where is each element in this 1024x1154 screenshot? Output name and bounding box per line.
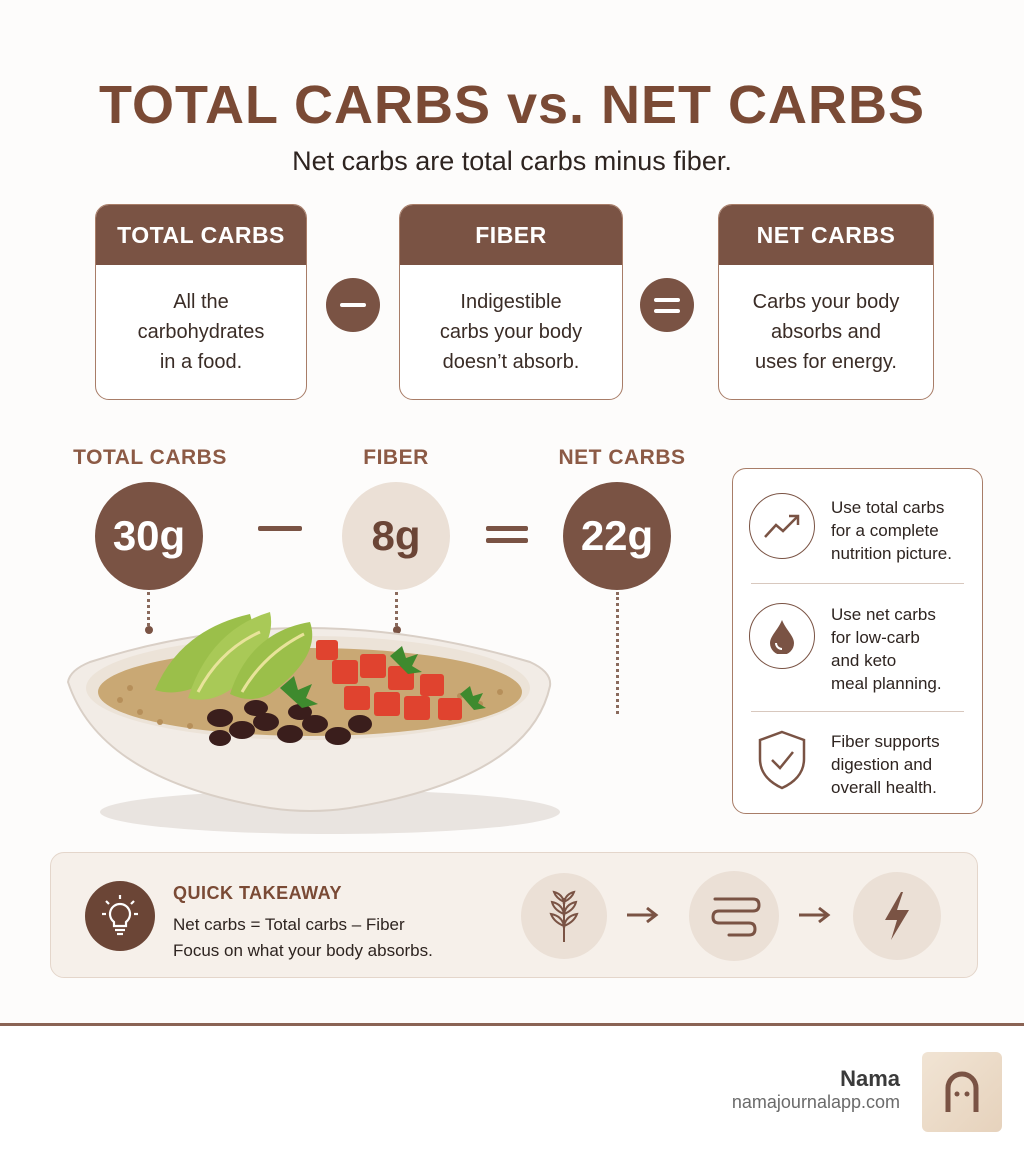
equals-icon — [640, 278, 694, 332]
fiber-card-title: FIBER — [400, 205, 622, 265]
shield-check-icon — [749, 727, 815, 793]
total-connector — [147, 592, 150, 626]
example-fiber-value: 8g — [342, 482, 450, 590]
example-minus-icon — [258, 526, 302, 531]
net-carbs-card-body: Carbs your body absorbs and uses for ene… — [752, 291, 900, 373]
quick-takeaway-panel: QUICK TAKEAWAY Net carbs = Total carbs –… — [50, 852, 978, 978]
fiber-connector-dot — [393, 626, 401, 634]
brand-url: namajournalapp.com — [731, 1092, 900, 1112]
arrow-right-icon — [799, 906, 831, 924]
wheat-icon — [521, 873, 607, 959]
bowl-illustration — [66, 612, 560, 834]
fiber-card: FIBER Indigestible carbs your body doesn… — [399, 204, 623, 400]
net-connector — [616, 592, 619, 714]
tip-net-carbs-text: Use net carbs for low-carb and keto meal… — [831, 605, 942, 693]
lightning-icon — [853, 872, 941, 960]
tip-divider — [751, 583, 964, 584]
page-subtitle: Net carbs are total carbs minus fiber. — [292, 146, 732, 176]
tip-divider — [751, 711, 964, 712]
example-equals-icon — [486, 526, 528, 543]
total-connector-dot — [145, 626, 153, 634]
footer: Nama namajournalapp.com — [0, 1026, 1024, 1154]
total-carbs-card-title: TOTAL CARBS — [96, 205, 306, 265]
example-net-label: NET CARBS — [558, 446, 686, 469]
net-carbs-card-title: NET CARBS — [719, 205, 933, 265]
takeaway-title: QUICK TAKEAWAY — [173, 883, 343, 903]
tip-fiber: Fiber supports digestion and overall hea… — [733, 727, 982, 797]
tip-net-carbs: Use net carbs for low-carb and keto meal… — [733, 603, 982, 693]
takeaway-tip: Focus on what your body absorbs. — [173, 941, 433, 960]
tip-fiber-text: Fiber supports digestion and overall hea… — [831, 732, 940, 797]
total-carbs-card-body: All the carbohydrates in a food. — [137, 291, 265, 373]
net-carbs-card: NET CARBS Carbs your body absorbs and us… — [718, 204, 934, 400]
brand-logo — [922, 1052, 1002, 1132]
total-carbs-card: TOTAL CARBS All the carbohydrates in a f… — [95, 204, 307, 400]
tips-panel: Use total carbs for a complete nutrition… — [732, 468, 983, 814]
drop-icon — [749, 603, 815, 669]
minus-icon — [326, 278, 380, 332]
takeaway-formula: Net carbs = Total carbs – Fiber — [173, 915, 405, 934]
arrow-right-icon — [627, 906, 659, 924]
fiber-connector — [395, 592, 398, 626]
intestine-icon — [689, 871, 779, 961]
page-title: TOTAL CARBS vs. NET CARBS — [98, 75, 926, 135]
example-net-value: 22g — [563, 482, 671, 590]
brand-name: Nama — [840, 1066, 900, 1091]
trend-up-icon — [749, 493, 815, 559]
fiber-card-body: Indigestible carbs your body doesn’t abs… — [439, 291, 583, 373]
example-total-value: 30g — [95, 482, 203, 590]
tip-total-carbs: Use total carbs for a complete nutrition… — [733, 493, 982, 563]
example-total-label: TOTAL CARBS — [73, 446, 227, 469]
footer-divider — [0, 1023, 1024, 1026]
lightbulb-icon — [85, 881, 155, 951]
tip-total-carbs-text: Use total carbs for a complete nutrition… — [831, 498, 952, 563]
example-fiber-label: FIBER — [363, 446, 429, 469]
